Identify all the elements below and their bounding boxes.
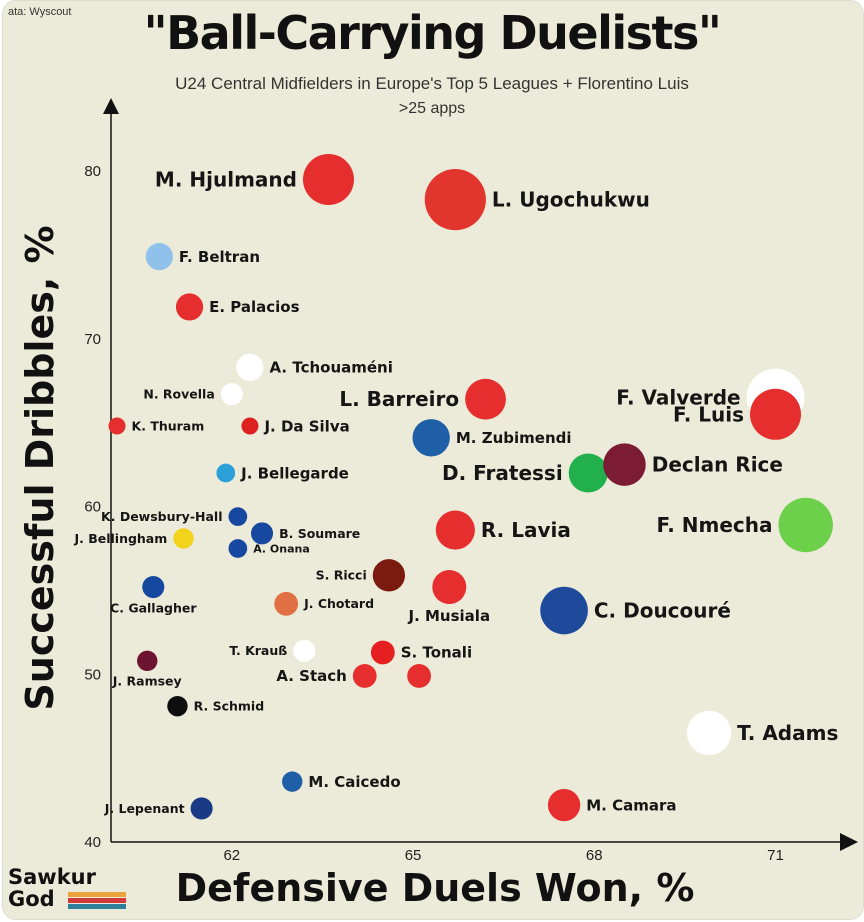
data-point-label: F. Valverde bbox=[616, 386, 740, 410]
x-tick-label: 68 bbox=[586, 847, 603, 864]
data-point bbox=[686, 710, 732, 756]
data-point bbox=[778, 497, 833, 553]
data-point-label: K. Thuram bbox=[132, 418, 205, 433]
x-axis-arrow bbox=[840, 833, 858, 851]
data-point bbox=[175, 293, 204, 321]
data-point-label: F. Beltran bbox=[179, 248, 260, 266]
data-point bbox=[228, 539, 248, 558]
data-point-label: C. Doucouré bbox=[594, 599, 731, 623]
data-point-label: Declan Rice bbox=[652, 453, 783, 477]
data-point bbox=[274, 591, 299, 616]
y-tick-label: 80 bbox=[84, 163, 101, 180]
data-point bbox=[236, 353, 264, 381]
logo-text-line1: Sawkur bbox=[8, 865, 96, 889]
data-point bbox=[435, 510, 475, 550]
data-point-label: M. Camara bbox=[586, 796, 676, 814]
data-point-label: B. Soumare bbox=[279, 526, 360, 541]
data-point-label: A. Tchouaméni bbox=[270, 359, 393, 377]
data-point-label: A. Stach bbox=[276, 667, 346, 685]
data-point bbox=[293, 639, 316, 662]
data-point-label: M. Zubimendi bbox=[456, 429, 572, 447]
data-point-label: J. Bellegarde bbox=[240, 464, 349, 482]
data-point bbox=[547, 788, 581, 822]
data-point bbox=[216, 463, 236, 483]
data-point bbox=[250, 522, 274, 545]
data-point-label: J. Bellingham bbox=[73, 531, 167, 546]
data-point bbox=[282, 771, 303, 792]
data-point bbox=[432, 570, 467, 605]
data-point bbox=[750, 388, 802, 440]
data-point-label: E. Palacios bbox=[209, 298, 299, 316]
data-point bbox=[108, 417, 126, 435]
data-point-label: D. Fratessi bbox=[442, 461, 563, 485]
logo-stripes bbox=[68, 892, 126, 910]
data-point-label: R. Lavia bbox=[481, 518, 571, 542]
data-point-label: J. Lepenant bbox=[104, 801, 185, 816]
data-point-label: A. Onana bbox=[253, 542, 310, 555]
data-point-label: L. Barreiro bbox=[339, 387, 459, 411]
brand-logo: Sawkur God bbox=[8, 865, 126, 911]
data-point-label: J. Chotard bbox=[303, 596, 374, 611]
data-point bbox=[372, 559, 406, 592]
y-tick-label: 70 bbox=[84, 331, 101, 348]
y-axis-label: Successful Dribbles, % bbox=[18, 225, 62, 711]
y-tick-label: 50 bbox=[84, 666, 101, 683]
chart-title: "Ball-Carrying Duelists" bbox=[143, 6, 722, 60]
y-tick-label: 60 bbox=[84, 499, 101, 516]
x-tick-label: 71 bbox=[767, 847, 784, 864]
data-point bbox=[220, 383, 243, 406]
data-point bbox=[540, 586, 588, 635]
data-point-label: R. Schmid bbox=[194, 699, 265, 714]
data-point-label: F. Nmecha bbox=[656, 513, 772, 537]
data-point-label: T. Adams bbox=[737, 721, 838, 745]
data-point bbox=[167, 695, 188, 717]
data-point bbox=[190, 797, 213, 820]
data-point-label: M. Hjulmand bbox=[155, 167, 297, 191]
chart-subtitle: U24 Central Midfielders in Europe's Top … bbox=[175, 74, 689, 93]
data-point bbox=[145, 243, 173, 271]
x-axis-label: Defensive Duels Won, % bbox=[175, 866, 695, 910]
data-point-label: M. Caicedo bbox=[308, 773, 400, 791]
data-point bbox=[424, 169, 486, 231]
data-point-label: S. Ricci bbox=[316, 568, 367, 583]
data-point-label: L. Ugochukwu bbox=[492, 188, 650, 212]
data-point-label: J. Ramsey bbox=[112, 674, 182, 689]
logo-stripe bbox=[68, 904, 126, 909]
data-point bbox=[568, 453, 608, 493]
data-point bbox=[352, 664, 377, 688]
data-point-label: K. Dewsbury-Hall bbox=[101, 509, 222, 524]
data-point bbox=[407, 664, 431, 688]
data-point-label: N. Rovella bbox=[143, 387, 214, 402]
data-point bbox=[228, 507, 248, 526]
logo-stripe bbox=[68, 898, 126, 903]
data-point-label: F. Luis bbox=[673, 402, 744, 426]
data-point bbox=[302, 153, 354, 205]
logo-text-line2: God bbox=[8, 887, 55, 911]
logo-stripe bbox=[68, 892, 126, 897]
y-tick-label: 40 bbox=[84, 834, 101, 851]
data-point bbox=[412, 419, 450, 457]
data-point-label: J. Da Silva bbox=[263, 417, 349, 435]
data-point bbox=[370, 640, 395, 665]
data-source-note: ata: Wyscout bbox=[8, 6, 72, 18]
data-point-label: C. Gallagher bbox=[110, 601, 197, 616]
data-point bbox=[465, 378, 506, 420]
x-tick-label: 62 bbox=[223, 847, 240, 864]
data-point bbox=[603, 443, 646, 486]
data-point-label: S. Tonali bbox=[401, 644, 472, 662]
y-axis-arrow bbox=[103, 98, 119, 114]
data-point-label: T. Krauß bbox=[229, 643, 287, 658]
data-point-label: J. Musiala bbox=[408, 607, 491, 625]
x-tick-label: 65 bbox=[405, 847, 422, 864]
data-point bbox=[241, 417, 259, 435]
chart-subtitle-apps: >25 apps bbox=[398, 100, 466, 117]
data-point bbox=[137, 650, 158, 672]
data-point bbox=[142, 576, 165, 599]
data-point bbox=[173, 528, 194, 549]
